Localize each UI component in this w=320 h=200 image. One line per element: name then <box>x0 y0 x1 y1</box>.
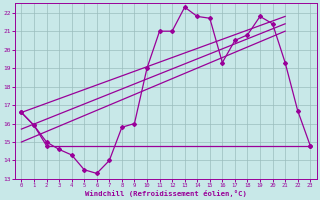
X-axis label: Windchill (Refroidissement éolien,°C): Windchill (Refroidissement éolien,°C) <box>85 190 247 197</box>
